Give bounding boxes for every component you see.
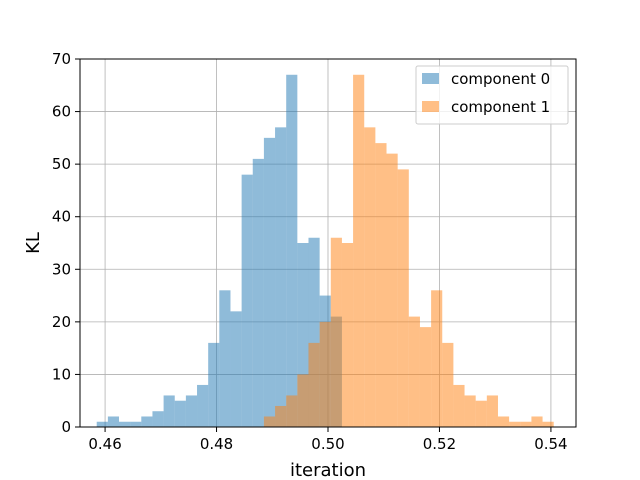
histogram-bar <box>275 405 287 427</box>
y-tick-label: 10 <box>52 365 71 383</box>
x-tick-label: 0.50 <box>311 435 344 453</box>
histogram-bar <box>107 416 120 427</box>
histogram-bar <box>174 400 186 427</box>
x-axis-label: iteration <box>290 460 366 480</box>
legend: component 0 component 1 <box>415 65 569 125</box>
histogram-bar <box>286 74 298 428</box>
histogram-bar <box>509 421 521 427</box>
legend-label-component-1: component 1 <box>451 98 550 116</box>
histogram-bars <box>96 74 554 428</box>
histogram-bar <box>141 416 153 427</box>
histogram-bar <box>263 416 276 427</box>
histogram-bar <box>397 169 409 427</box>
y-tick-label: 50 <box>52 155 71 173</box>
histogram-bar <box>353 74 365 428</box>
histogram-bar <box>520 421 532 427</box>
y-tick-label: 20 <box>52 313 71 331</box>
histogram-bar <box>297 374 309 427</box>
y-axis-label: KL <box>23 232 44 254</box>
histogram-bar <box>219 290 231 427</box>
y-tick-label: 70 <box>52 50 71 68</box>
y-tick-label: 40 <box>52 208 71 226</box>
histogram-bar <box>464 395 476 427</box>
y-tick-label: 30 <box>52 260 71 278</box>
legend-frame <box>415 65 569 125</box>
histogram-bar <box>375 143 387 427</box>
x-tick-label: 0.54 <box>534 435 567 453</box>
histogram-bar <box>542 421 554 427</box>
histogram-bar <box>197 384 209 427</box>
histogram-bar <box>386 153 398 427</box>
histogram-bar <box>230 311 242 427</box>
legend-swatch-component-0 <box>422 73 439 84</box>
histogram-bar <box>119 421 131 427</box>
histogram-bar <box>152 411 164 427</box>
histogram-bar <box>185 395 198 427</box>
histogram-bar <box>308 342 320 427</box>
histogram-bar <box>241 174 253 427</box>
histogram-bar <box>297 243 309 427</box>
histogram-bar <box>453 384 465 427</box>
histogram-bar <box>364 127 376 427</box>
histogram-bar <box>275 127 287 427</box>
histogram-bar <box>419 327 432 427</box>
histogram-bar <box>263 137 276 427</box>
histogram-bar <box>531 416 543 427</box>
y-tick-label: 0 <box>61 418 71 436</box>
histogram-bar <box>431 290 443 427</box>
legend-swatch-component-1 <box>422 101 439 112</box>
x-tick-label: 0.48 <box>200 435 233 453</box>
histogram-bar <box>497 416 510 427</box>
series-component-1 <box>263 74 554 428</box>
histogram-bar <box>408 316 420 427</box>
x-tick-label: 0.52 <box>423 435 456 453</box>
histogram-bar <box>341 243 354 427</box>
histogram-bar <box>252 158 264 427</box>
y-tick-label: 60 <box>52 103 71 121</box>
histogram-bar <box>308 237 320 427</box>
histogram-bar <box>286 395 298 427</box>
histogram-bar <box>130 421 142 427</box>
histogram-bar <box>486 395 498 427</box>
legend-label-component-0: component 0 <box>451 70 550 88</box>
histogram-bar <box>208 342 220 427</box>
histogram-bar <box>330 237 342 427</box>
histogram-bar <box>475 400 487 427</box>
axis-ticks: 0.46 0.48 0.50 0.52 0.54 0 10 20 30 40 50 60 70 <box>52 50 568 453</box>
x-tick-label: 0.46 <box>88 435 121 453</box>
histogram-bar <box>442 342 454 427</box>
histogram-bar <box>319 321 331 427</box>
histogram-bar <box>96 421 108 427</box>
histogram-bar <box>163 395 175 427</box>
